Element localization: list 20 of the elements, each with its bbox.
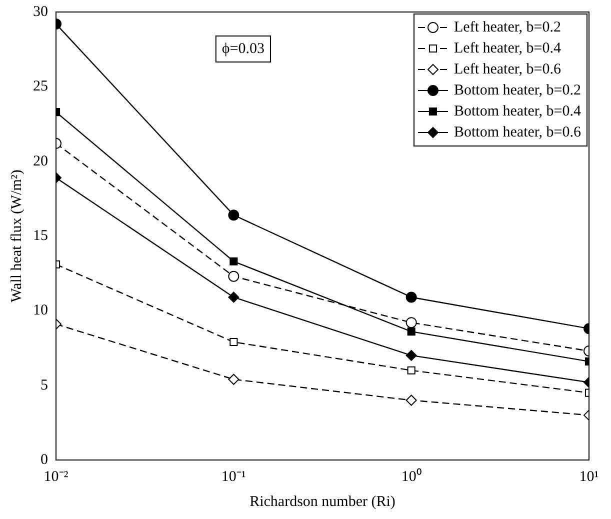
- x-axis-title: Richardson number (Ri): [250, 494, 396, 510]
- legend-label: Bottom heater, b=0.6: [454, 124, 582, 140]
- legend-label: Left heater, b=0.4: [454, 40, 562, 56]
- y-tick-label: 15: [33, 228, 48, 244]
- x-tick-label: 10¹: [579, 468, 599, 485]
- legend-label: Bottom heater, b=0.4: [454, 103, 582, 120]
- annotation: ϕ=0.03: [222, 40, 265, 57]
- legend-label: Bottom heater, b=0.2: [454, 82, 582, 98]
- y-tick-label: 10: [33, 302, 48, 319]
- legend-label: Left heater, b=0.6: [454, 61, 562, 78]
- y-tick-label: 30: [33, 4, 48, 20]
- x-tick-label: 10⁰: [401, 468, 422, 485]
- x-tick-label: 10⁻²: [44, 468, 69, 485]
- x-tick-label: 10⁻¹: [221, 468, 246, 485]
- legend-label: Left heater, b=0.2: [454, 19, 561, 36]
- y-axis-title: Wall heat flux (W/m²): [8, 170, 25, 302]
- y-tick-label: 5: [40, 377, 48, 394]
- y-tick-label: 25: [33, 78, 48, 95]
- y-tick-label: 20: [33, 153, 48, 170]
- y-tick-label: 0: [40, 452, 48, 468]
